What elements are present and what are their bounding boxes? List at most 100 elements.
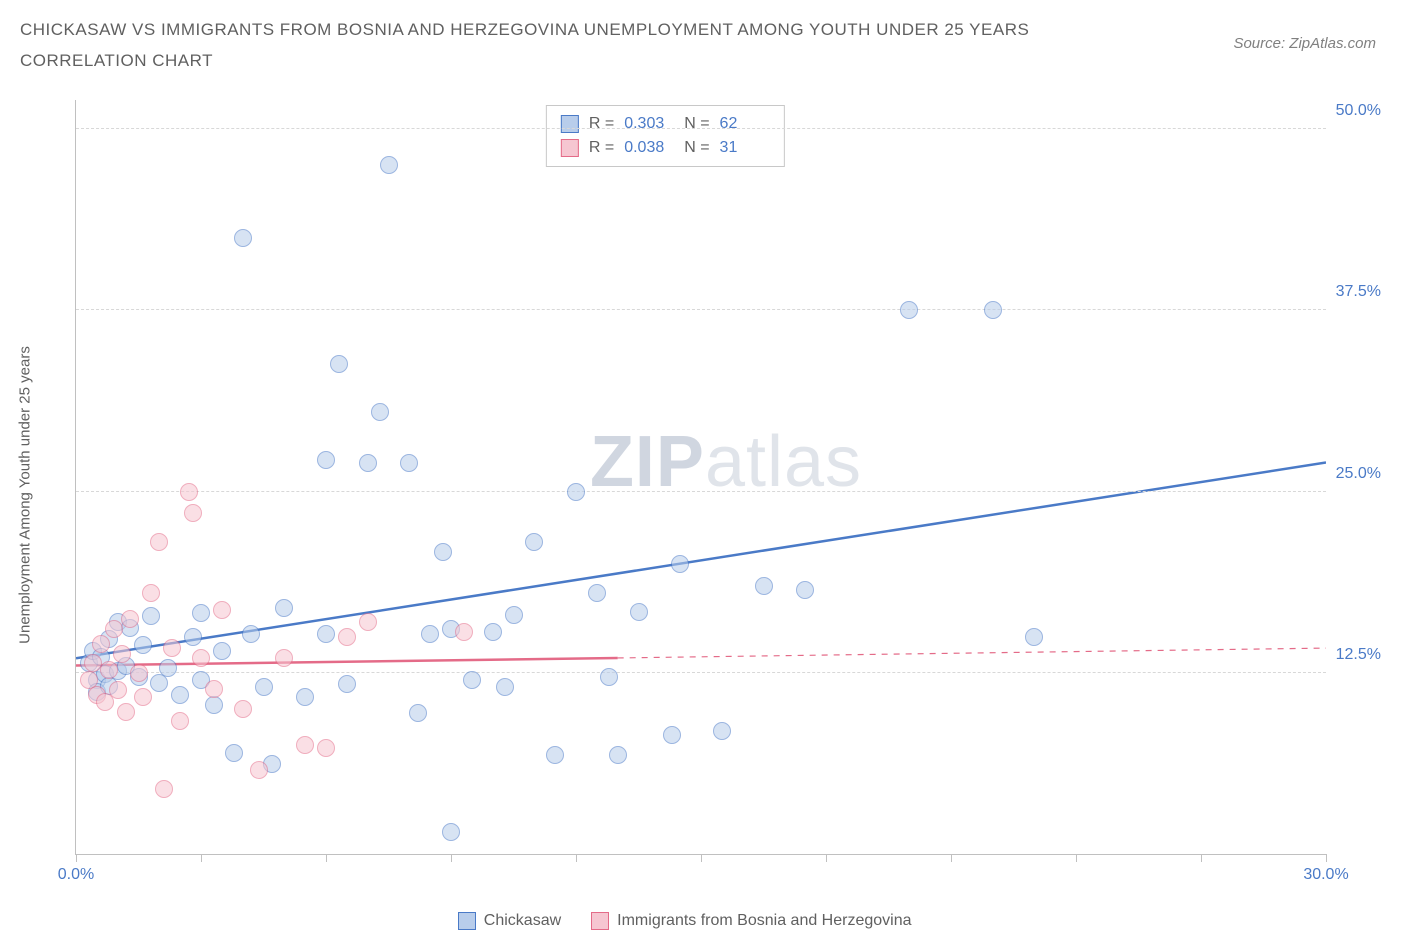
data-point (380, 156, 398, 174)
data-point (184, 628, 202, 646)
data-point (255, 678, 273, 696)
data-point (109, 681, 127, 699)
correlation-stats-box: R =0.303N =62R =0.038N =31 (546, 105, 785, 167)
x-tick-label: 0.0% (58, 866, 94, 884)
data-point (275, 649, 293, 667)
data-point (317, 451, 335, 469)
data-point (130, 664, 148, 682)
x-tick (326, 854, 327, 862)
stats-row: R =0.303N =62 (561, 112, 770, 136)
r-value: 0.038 (624, 136, 674, 160)
x-tick-label: 30.0% (1303, 866, 1348, 884)
gridline (76, 672, 1326, 673)
data-point (900, 301, 918, 319)
chart-container: Unemployment Among Youth under 25 years … (60, 90, 1386, 900)
data-point (496, 678, 514, 696)
gridline (76, 128, 1326, 129)
data-point (180, 483, 198, 501)
data-point (250, 761, 268, 779)
data-point (205, 696, 223, 714)
n-value: 62 (720, 112, 770, 136)
x-tick (1076, 854, 1077, 862)
data-point (100, 661, 118, 679)
data-point (421, 625, 439, 643)
data-point (409, 704, 427, 722)
y-axis-label: Unemployment Among Youth under 25 years (17, 346, 34, 644)
x-tick (76, 854, 77, 862)
data-point (317, 625, 335, 643)
data-point (155, 780, 173, 798)
data-point (484, 623, 502, 641)
x-tick (451, 854, 452, 862)
trend-line (76, 658, 618, 666)
x-tick (1201, 854, 1202, 862)
data-point (338, 675, 356, 693)
data-point (159, 659, 177, 677)
data-point (371, 403, 389, 421)
data-point (663, 726, 681, 744)
data-point (1025, 628, 1043, 646)
x-tick (701, 854, 702, 862)
data-point (234, 229, 252, 247)
data-point (275, 599, 293, 617)
data-point (92, 635, 110, 653)
data-point (213, 642, 231, 660)
x-tick (576, 854, 577, 862)
data-point (984, 301, 1002, 319)
series-swatch (561, 115, 579, 133)
data-point (205, 680, 223, 698)
data-point (609, 746, 627, 764)
title-line-2: CORRELATION CHART (20, 46, 1029, 77)
legend-label: Chickasaw (484, 912, 561, 930)
data-point (796, 581, 814, 599)
data-point (359, 613, 377, 631)
trend-line (76, 463, 1326, 659)
chart-title: CHICKASAW VS IMMIGRANTS FROM BOSNIA AND … (20, 15, 1029, 76)
data-point (755, 577, 773, 595)
title-line-1: CHICKASAW VS IMMIGRANTS FROM BOSNIA AND … (20, 15, 1029, 46)
data-point (434, 543, 452, 561)
data-point (317, 739, 335, 757)
data-point (442, 823, 460, 841)
data-point (84, 654, 102, 672)
legend-item: Chickasaw (458, 912, 561, 930)
source-attribution: Source: ZipAtlas.com (1233, 35, 1376, 52)
x-tick (826, 854, 827, 862)
data-point (192, 649, 210, 667)
data-point (171, 712, 189, 730)
data-point (113, 645, 131, 663)
data-point (150, 533, 168, 551)
data-point (171, 686, 189, 704)
n-value: 31 (720, 136, 770, 160)
data-point (225, 744, 243, 762)
stats-row: R =0.038N =31 (561, 136, 770, 160)
gridline (76, 491, 1326, 492)
r-value: 0.303 (624, 112, 674, 136)
x-tick (951, 854, 952, 862)
data-point (184, 504, 202, 522)
data-point (463, 671, 481, 689)
data-point (105, 620, 123, 638)
y-tick-label: 50.0% (1336, 102, 1381, 120)
trend-line-extrapolated (618, 648, 1326, 658)
data-point (330, 355, 348, 373)
data-point (134, 636, 152, 654)
data-point (338, 628, 356, 646)
data-point (192, 604, 210, 622)
r-label: R = (589, 136, 614, 160)
data-point (525, 533, 543, 551)
data-point (242, 625, 260, 643)
data-point (163, 639, 181, 657)
y-tick-label: 12.5% (1336, 646, 1381, 664)
data-point (546, 746, 564, 764)
y-tick-label: 25.0% (1336, 465, 1381, 483)
data-point (713, 722, 731, 740)
legend-label: Immigrants from Bosnia and Herzegovina (617, 912, 911, 930)
plot-area: ZIPatlas R =0.303N =62R =0.038N =31 12.5… (75, 100, 1326, 855)
series-swatch (458, 912, 476, 930)
data-point (121, 610, 139, 628)
data-point (600, 668, 618, 686)
r-label: R = (589, 112, 614, 136)
series-swatch (591, 912, 609, 930)
legend-item: Immigrants from Bosnia and Herzegovina (591, 912, 911, 930)
